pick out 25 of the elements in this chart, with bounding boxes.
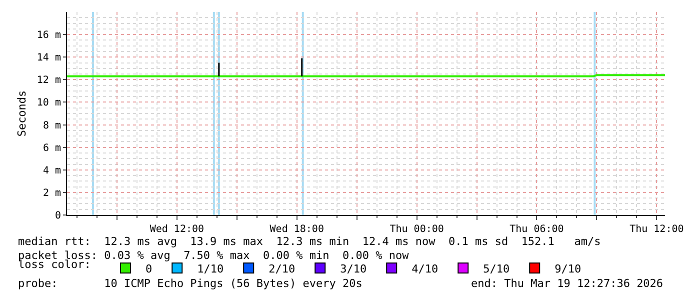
- y-tick-label: 10 m: [36, 98, 61, 109]
- y-tick-label: 2 m: [42, 188, 61, 199]
- legend-label: 1/10: [197, 262, 224, 276]
- y-tick-label: 12 m: [36, 75, 61, 86]
- legend-label: 0: [145, 262, 152, 276]
- y-tick-label: 14 m: [36, 52, 61, 64]
- x-tick-label: Thu 12:00: [630, 224, 684, 235]
- legend-label: 5/10: [483, 262, 510, 276]
- y-tick-label: 8 m: [42, 120, 61, 132]
- text: probe: 10 ICMP Echo Pings (56 Bytes) every 20s: [18, 277, 362, 290]
- y-tick-label: 6 m: [42, 142, 61, 154]
- x-tick-label: Wed 12:00: [150, 224, 204, 235]
- legend-label: 2/10: [268, 262, 296, 276]
- legend-label: 3/10: [340, 262, 367, 276]
- x-tick-label: Thu 00:00: [390, 224, 444, 235]
- x-tick-label: Thu 06:00: [510, 224, 564, 235]
- y-axis-title: Seconds: [16, 90, 29, 137]
- y-tick-label: 16 m: [36, 30, 61, 42]
- y-tick-label: 4 m: [42, 165, 61, 176]
- text: end: Thu Mar 19 12:27:36 2026: [471, 277, 664, 290]
- text: median rtt: 12.3 ms avg 13.9 ms max 12.3 ms min 12.4 ms now 0.1 ms sd 152.1 am/s: [18, 235, 601, 248]
- x-tick-label: Wed 18:00: [270, 224, 324, 235]
- legend-label: 4/10: [412, 262, 438, 276]
- legend-label: 9/10: [554, 262, 582, 276]
- y-tick-label: 0: [54, 210, 61, 222]
